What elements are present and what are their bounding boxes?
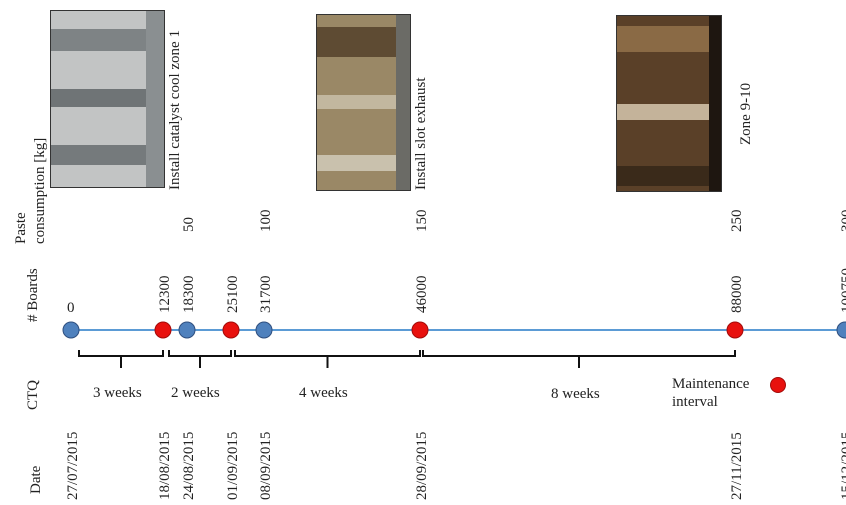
date-value: 24/08/2015 bbox=[181, 432, 197, 500]
boards-value: 12300 bbox=[157, 276, 173, 314]
date-value: 01/09/2015 bbox=[225, 432, 241, 500]
boards-value: 31700 bbox=[258, 276, 274, 314]
date-value: 15/12/2015 bbox=[839, 432, 846, 500]
legend-red-marker bbox=[770, 377, 786, 393]
date-value: 27/07/2015 bbox=[65, 432, 81, 500]
boards-value: 88000 bbox=[729, 276, 745, 314]
paste-value: 300 bbox=[839, 210, 846, 233]
milestone-marker bbox=[178, 321, 196, 339]
photo-zone-9-10 bbox=[616, 15, 722, 192]
paste-value: 100 bbox=[258, 210, 274, 233]
paste-value: 250 bbox=[729, 210, 745, 233]
photo-slot-exhaust bbox=[316, 14, 411, 191]
maintenance-marker bbox=[154, 321, 172, 339]
boards-value: 100750 bbox=[839, 268, 846, 313]
interval-brace bbox=[234, 350, 421, 368]
legend-label-interval: interval bbox=[672, 394, 718, 410]
date-value: 18/08/2015 bbox=[157, 432, 173, 500]
maintenance-marker bbox=[222, 321, 240, 339]
date-value: 27/11/2015 bbox=[729, 432, 745, 500]
maintenance-marker bbox=[411, 321, 429, 339]
photo-catalyst-cool-zone bbox=[50, 10, 165, 188]
boards-value: 0 bbox=[67, 300, 75, 316]
milestone-marker bbox=[836, 321, 846, 339]
boards-value: 25100 bbox=[225, 276, 241, 314]
maintenance-marker bbox=[726, 321, 744, 339]
interval-brace bbox=[422, 350, 736, 368]
interval-label: 3 weeks bbox=[93, 385, 142, 401]
interval-label: 8 weeks bbox=[551, 386, 600, 402]
milestone-marker bbox=[62, 321, 80, 339]
legend-label-maintenance: Maintenance bbox=[672, 376, 750, 392]
interval-brace bbox=[168, 350, 232, 368]
paste-value: 150 bbox=[414, 210, 430, 233]
date-value: 28/09/2015 bbox=[414, 432, 430, 500]
date-value: 08/09/2015 bbox=[258, 432, 274, 500]
interval-label: 4 weeks bbox=[299, 385, 348, 401]
interval-brace bbox=[78, 350, 164, 368]
paste-value: 50 bbox=[181, 217, 197, 232]
boards-value: 46000 bbox=[414, 276, 430, 314]
interval-label: 2 weeks bbox=[171, 385, 220, 401]
boards-value: 18300 bbox=[181, 276, 197, 314]
milestone-marker bbox=[255, 321, 273, 339]
